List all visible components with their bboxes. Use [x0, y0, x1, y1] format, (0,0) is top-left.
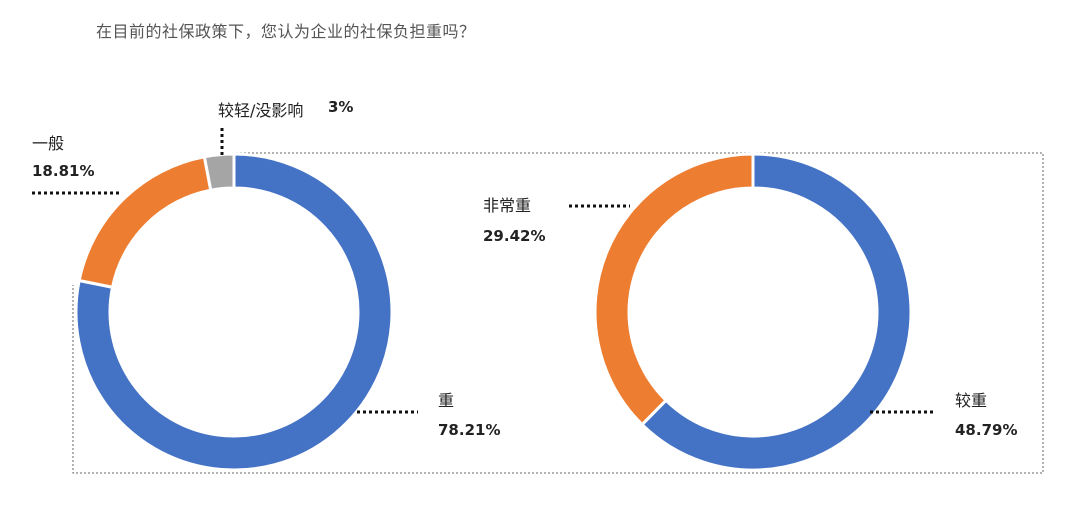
chart-title: 在目前的社保政策下，您认为企业的社保负担重吗？ [96, 22, 476, 41]
donut-right-slice-1 [593, 152, 755, 427]
label-very-heavy-name: 非常重 [483, 196, 532, 215]
label-normal-name: 一般 [32, 134, 65, 153]
bracket-outline [72, 152, 1044, 474]
donut-right-slice-0 [640, 152, 913, 472]
label-light-name: 较轻/没影响 [218, 101, 304, 120]
donut-right [593, 152, 913, 472]
donut-left-slice-1 [77, 155, 213, 289]
label-heavy-value: 78.21% [438, 421, 501, 439]
donut-left [74, 152, 394, 472]
label-rather-heavy-value: 48.79% [955, 421, 1018, 439]
donut-left-slice-0 [74, 152, 394, 472]
label-rather-heavy-name: 较重 [955, 391, 988, 410]
label-light-value: 3% [328, 98, 354, 116]
label-heavy-name: 重 [438, 391, 455, 410]
label-normal-value: 18.81% [32, 162, 95, 180]
label-very-heavy-value: 29.42% [483, 227, 546, 245]
donut-left-slice-2 [202, 152, 236, 192]
